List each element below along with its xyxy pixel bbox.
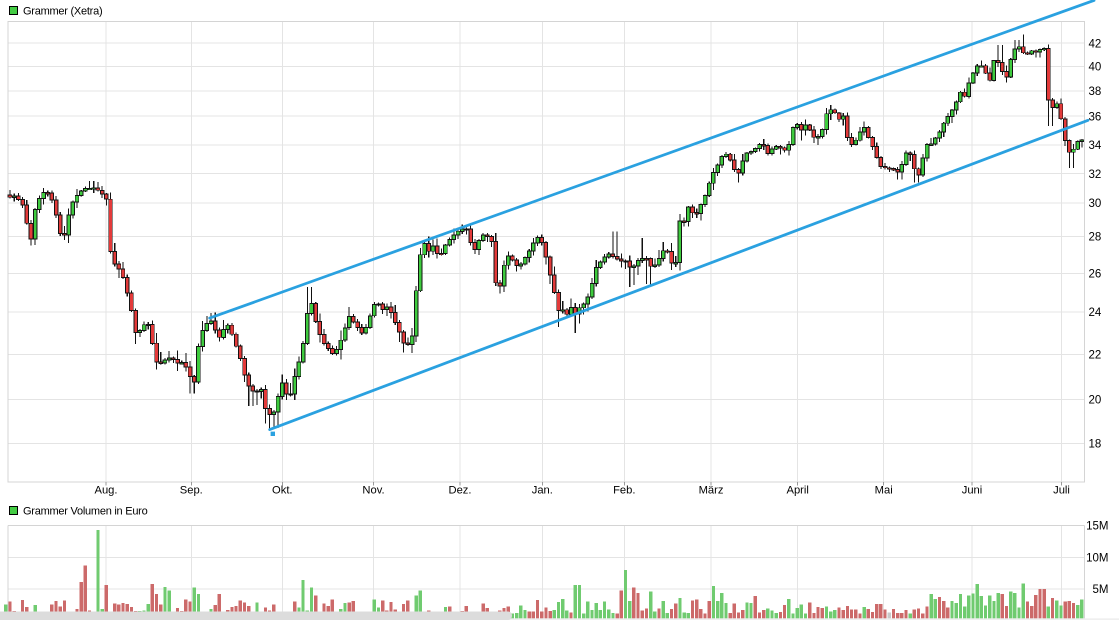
svg-text:32: 32 [1089,169,1102,181]
svg-text:22: 22 [1089,350,1102,362]
svg-text:Juni: Juni [962,484,983,496]
svg-text:Feb.: Feb. [613,484,635,496]
svg-text:34: 34 [1089,140,1102,152]
svg-text:28: 28 [1089,232,1102,244]
svg-text:36: 36 [1089,111,1102,123]
svg-text:Mai: Mai [875,484,893,496]
svg-text:März: März [699,484,724,496]
svg-text:10M: 10M [1086,553,1108,565]
svg-text:Sep.: Sep. [180,484,203,496]
svg-text:Nov.: Nov. [362,484,384,496]
svg-text:42: 42 [1089,38,1102,50]
svg-text:18: 18 [1089,439,1102,451]
svg-text:April: April [787,484,809,496]
svg-text:Aug.: Aug. [94,484,117,496]
svg-text:5M: 5M [1093,584,1109,596]
svg-text:38: 38 [1089,86,1102,98]
svg-text:Jan.: Jan. [532,484,553,496]
svg-text:26: 26 [1089,269,1102,281]
svg-text:20: 20 [1089,395,1102,407]
svg-text:Okt.: Okt. [272,484,293,496]
svg-text:Dez.: Dez. [448,484,471,496]
svg-text:15M: 15M [1086,521,1108,533]
svg-text:24: 24 [1089,307,1102,319]
svg-text:30: 30 [1089,198,1102,210]
svg-text:40: 40 [1089,62,1102,74]
svg-text:Juli: Juli [1053,484,1070,496]
svg-text:Grammer Volumen in Euro: Grammer Volumen in Euro [23,505,148,517]
svg-text:Grammer (Xetra): Grammer (Xetra) [23,5,102,17]
